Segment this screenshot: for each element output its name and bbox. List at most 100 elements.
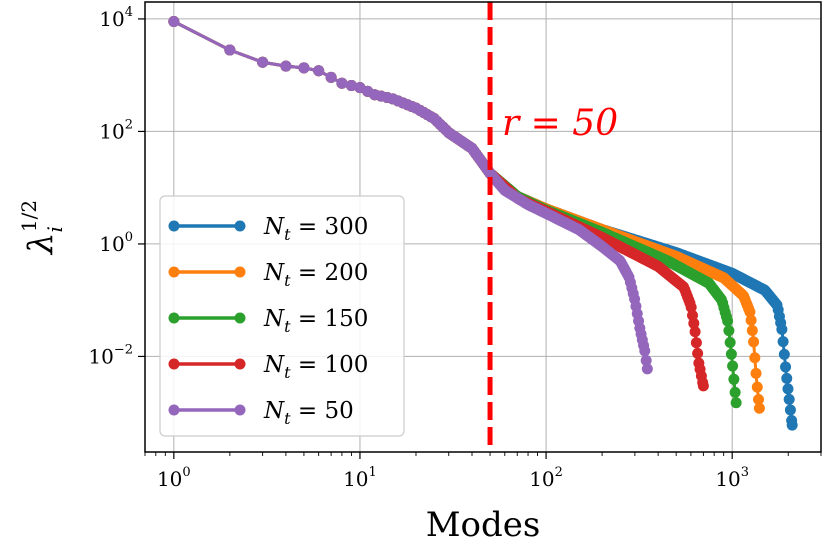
legend-entry-150: Nt = 150 <box>168 306 368 336</box>
data-point <box>688 317 700 329</box>
x-tick-label: 100 <box>157 465 191 491</box>
y-tick-label-exp: 4 <box>125 5 133 20</box>
data-point <box>748 336 760 348</box>
data-point <box>744 306 756 318</box>
data-point <box>325 71 337 83</box>
legend-entry-100: Nt = 100 <box>168 352 368 382</box>
legend-entry-300: Nt = 300 <box>168 214 368 244</box>
data-point <box>298 62 310 74</box>
data-point <box>313 65 325 77</box>
legend-label: Nt = 100 <box>263 352 368 382</box>
y-tick-label: 10−2 <box>88 342 133 368</box>
data-point <box>257 56 269 68</box>
y-tick-label-exp: 0 <box>125 230 133 245</box>
data-point <box>336 77 348 89</box>
legend-entry-200: Nt = 200 <box>168 260 368 290</box>
data-point <box>750 367 762 379</box>
legend-label: Nt = 300 <box>263 214 368 244</box>
data-point <box>168 16 180 28</box>
data-point <box>690 337 702 349</box>
reference-line: r = 50 <box>487 2 618 452</box>
series-50 <box>168 16 653 375</box>
legend: Nt = 300 Nt = 200 Nt = 150 Nt = 100 Nt = 50 <box>159 195 405 437</box>
legend-marker <box>168 404 180 416</box>
x-tick-label-base: 10 <box>157 467 182 491</box>
data-point <box>753 402 765 414</box>
x-tick-label-base: 10 <box>715 467 740 491</box>
y-tick-label: 100 <box>99 230 133 256</box>
data-point <box>729 386 741 398</box>
data-point <box>728 373 740 385</box>
data-point <box>641 363 653 375</box>
y-axis-title: λi1/2 <box>17 200 67 256</box>
legend-marker <box>234 358 246 370</box>
data-point <box>786 419 798 431</box>
data-point <box>751 381 763 393</box>
data-point <box>689 326 701 338</box>
data-point <box>224 44 236 56</box>
data-point <box>725 348 737 360</box>
x-tick-label-exp: 1 <box>369 465 377 480</box>
data-point <box>730 397 742 409</box>
data-point <box>745 314 757 326</box>
data-point <box>692 347 704 359</box>
data-point <box>345 80 357 92</box>
legend-label: Nt = 50 <box>263 398 354 428</box>
data-point <box>777 336 789 348</box>
legend-marker <box>234 266 246 278</box>
x-tick-label: 102 <box>529 465 563 491</box>
x-tick-label-exp: 0 <box>182 465 190 480</box>
data-point <box>639 345 651 357</box>
legend-marker <box>168 266 180 278</box>
legend-entry-50: Nt = 50 <box>168 398 354 428</box>
y-tick-label-base: 10 <box>99 7 124 31</box>
data-point <box>782 383 794 395</box>
legend-box <box>159 195 405 437</box>
data-point <box>778 348 790 360</box>
data-point <box>749 352 761 364</box>
y-tick-label-base: 10 <box>88 344 113 368</box>
svg-text:λi1/2: λi1/2 <box>17 200 67 256</box>
legend-marker <box>168 358 180 370</box>
data-point <box>783 393 795 405</box>
x-tick-label: 103 <box>715 465 749 491</box>
data-point <box>753 394 765 406</box>
data-point <box>746 324 758 336</box>
data-point <box>784 404 796 416</box>
y-axis-title-sub: i <box>43 226 67 232</box>
y-tick-label: 104 <box>99 5 133 31</box>
y-tick-label-exp: −2 <box>114 342 133 357</box>
y-axis-title-base: λ <box>21 233 61 257</box>
y-tick-label-exp: 2 <box>125 117 133 132</box>
y-tick-label-base: 10 <box>99 119 124 143</box>
data-point <box>727 360 739 372</box>
x-axis-title: Modes <box>426 505 541 545</box>
data-point <box>280 60 292 72</box>
x-tick-label-base: 10 <box>529 467 554 491</box>
r-annotation: r = 50 <box>502 103 618 144</box>
x-tick-label-base: 10 <box>343 467 368 491</box>
legend-marker <box>234 220 246 232</box>
legend-marker <box>168 312 180 324</box>
data-point <box>697 380 709 392</box>
data-point <box>722 315 734 327</box>
legend-marker <box>234 404 246 416</box>
data-point <box>780 361 792 373</box>
x-tick-label-exp: 2 <box>555 465 563 480</box>
y-tick-label-base: 10 <box>99 232 124 256</box>
data-point <box>781 372 793 384</box>
x-tick-label-exp: 3 <box>741 465 749 480</box>
y-axis-title-sup: 1/2 <box>17 200 41 232</box>
data-point <box>776 323 788 335</box>
legend-marker <box>234 312 246 324</box>
legend-label: Nt = 150 <box>263 306 368 336</box>
legend-marker <box>168 220 180 232</box>
data-point <box>685 301 697 313</box>
series-layer <box>168 16 798 431</box>
data-point <box>640 355 652 367</box>
data-point <box>724 336 736 348</box>
legend-label: Nt = 200 <box>263 260 368 290</box>
x-tick-label: 101 <box>343 465 377 491</box>
